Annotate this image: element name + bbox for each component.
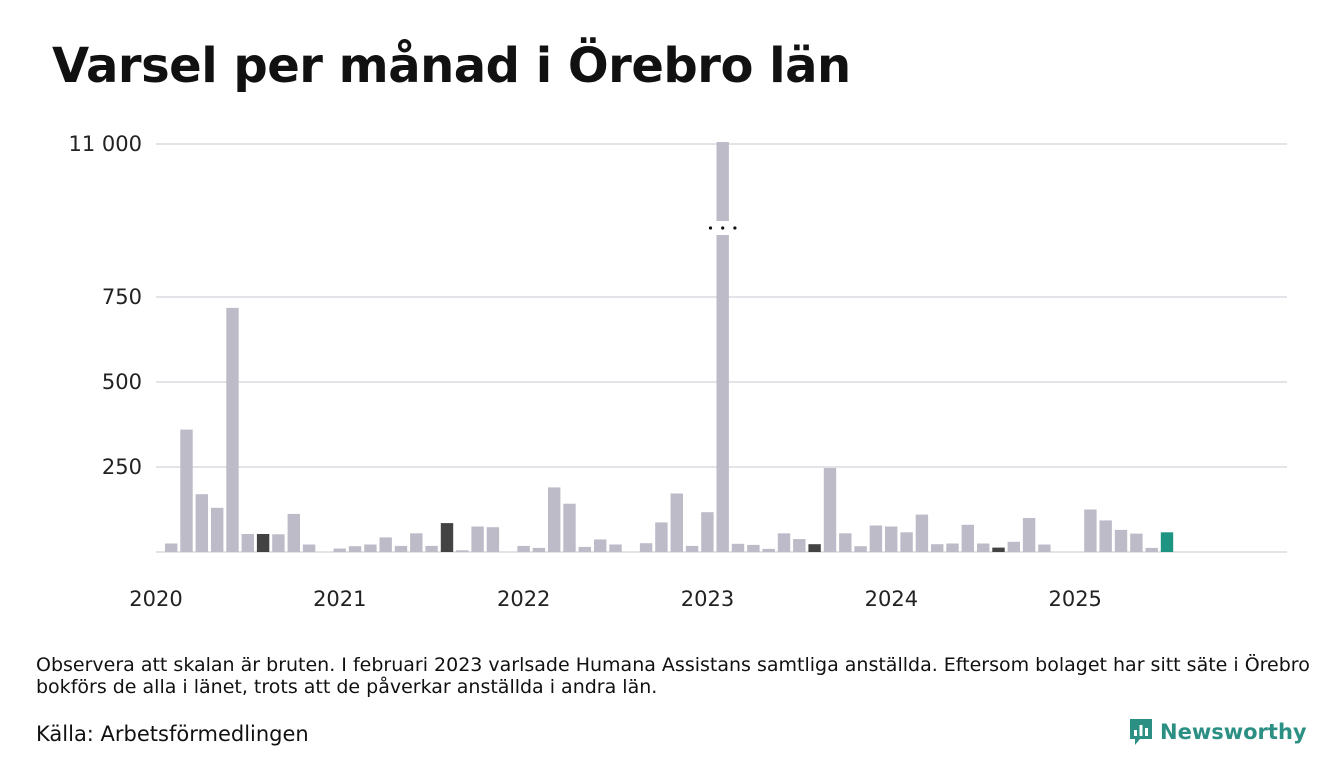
bar [333,548,346,552]
bar [348,546,362,552]
bar [839,533,852,552]
bar [456,550,469,552]
bar [364,544,377,552]
x-axis-labels: 2020 2021 2022 2023 2024 2025 [129,587,1102,611]
bar-chart: 250 500 750 11 000 2020 2021 2022 2023 2024 2025 [69,132,1287,611]
bar [946,543,959,552]
bar [1022,518,1036,552]
x-tick-label: 2025 [1048,587,1101,611]
bar [701,512,714,552]
bars [165,142,1174,552]
bar [747,544,760,552]
bar [578,546,591,552]
axis-break-marker [708,221,737,235]
bar [471,526,484,552]
bar [1114,529,1128,552]
bar [486,527,500,552]
bar [685,545,699,552]
bar [609,544,622,552]
x-tick-label: 2024 [865,587,918,611]
chart-title: Varsel per månad i Örebro län [52,38,851,94]
bar [655,522,668,552]
bar [961,524,974,552]
x-tick-label: 2023 [681,587,734,611]
bar [762,548,775,552]
bar [1145,547,1158,552]
newsworthy-brand[interactable]: Newsworthy [1128,717,1307,747]
bar [670,493,683,552]
bar [823,468,837,552]
bar [165,543,178,552]
break-dot [708,226,713,230]
bar [302,544,316,552]
bar [793,539,806,552]
bar [777,533,791,552]
bar [195,494,208,552]
bar [716,142,729,552]
y-axis-labels: 250 500 750 11 000 [69,132,142,479]
bar [1130,533,1143,552]
brand-name: Newsworthy [1160,720,1307,744]
bar [287,513,300,552]
bar [211,507,224,552]
source-credit: Källa: Arbetsförmedlingen [36,722,309,746]
x-tick-label: 2021 [313,587,366,611]
bar [241,534,254,552]
bar [900,532,913,552]
bar [256,534,270,552]
newsworthy-logo-icon [1130,719,1152,745]
bar [379,537,392,552]
bar [563,503,576,552]
bar [1007,541,1020,552]
break-dot [721,226,725,230]
bar [440,523,454,552]
bar [931,544,944,552]
chart-note: Observera att skalan är bruten. I februa… [36,654,1310,698]
bar [1099,520,1112,552]
y-tick-label: 11 000 [69,132,142,156]
bar [594,539,607,552]
x-tick-label: 2020 [129,587,182,611]
bar [885,526,898,552]
bar [992,547,1005,552]
bar [731,543,745,552]
x-tick-label: 2022 [497,587,550,611]
bar [1038,544,1051,552]
y-tick-label: 750 [102,285,142,309]
bar [869,525,883,552]
y-tick-label: 250 [102,455,142,479]
bar [1084,509,1097,552]
bar [410,533,423,552]
break-dot [733,226,737,230]
bar [548,487,561,552]
bar [425,545,438,552]
bar [854,546,867,552]
bar [977,543,990,552]
bar [517,545,530,552]
bar [394,545,408,552]
bar [639,543,653,552]
bar [272,534,285,552]
bar [1160,532,1174,552]
bar [180,429,193,552]
bar [915,514,929,552]
bar [532,547,546,552]
bar [226,307,239,552]
bar [808,544,821,552]
y-tick-label: 500 [102,370,142,394]
